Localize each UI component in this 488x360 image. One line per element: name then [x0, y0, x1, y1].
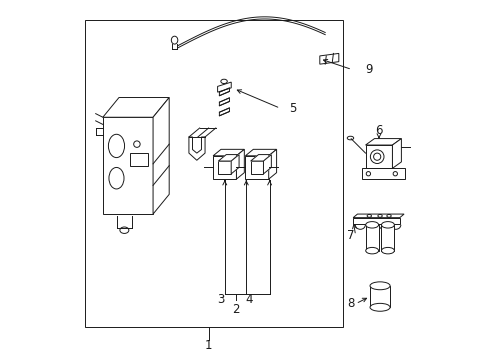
Polygon shape	[361, 168, 404, 179]
Polygon shape	[102, 98, 169, 117]
Polygon shape	[250, 154, 271, 161]
Text: 6: 6	[374, 124, 382, 137]
Polygon shape	[213, 156, 236, 179]
Text: 7: 7	[347, 229, 354, 242]
Polygon shape	[102, 117, 153, 214]
Polygon shape	[219, 88, 229, 96]
Bar	[381, 225, 394, 251]
Polygon shape	[153, 98, 169, 214]
Polygon shape	[352, 214, 403, 218]
Text: 2: 2	[231, 303, 239, 316]
Polygon shape	[352, 218, 399, 224]
Ellipse shape	[369, 303, 389, 311]
Polygon shape	[218, 154, 239, 161]
Polygon shape	[365, 139, 401, 145]
Polygon shape	[236, 149, 244, 179]
Polygon shape	[213, 149, 244, 156]
Polygon shape	[245, 156, 268, 179]
Text: 3: 3	[216, 293, 224, 306]
Ellipse shape	[365, 247, 378, 254]
Ellipse shape	[381, 247, 394, 254]
Ellipse shape	[369, 282, 389, 290]
Polygon shape	[245, 149, 276, 156]
Bar	[85, 21, 343, 327]
Polygon shape	[392, 139, 401, 168]
Text: 4: 4	[245, 293, 252, 306]
Polygon shape	[250, 161, 263, 174]
Text: 9: 9	[365, 63, 372, 76]
Polygon shape	[217, 82, 231, 92]
Bar	[129, 153, 148, 166]
Ellipse shape	[365, 222, 378, 228]
Text: 1: 1	[204, 339, 212, 352]
Polygon shape	[219, 108, 229, 116]
Polygon shape	[219, 98, 229, 106]
Polygon shape	[263, 154, 271, 174]
Polygon shape	[231, 154, 239, 174]
Polygon shape	[218, 161, 231, 174]
Text: 8: 8	[347, 297, 354, 310]
Text: 5: 5	[289, 102, 296, 115]
Polygon shape	[319, 53, 338, 64]
Bar	[365, 225, 378, 251]
Ellipse shape	[381, 222, 394, 228]
Polygon shape	[188, 137, 204, 160]
Bar	[369, 286, 389, 307]
Polygon shape	[365, 145, 392, 168]
Polygon shape	[268, 149, 276, 179]
